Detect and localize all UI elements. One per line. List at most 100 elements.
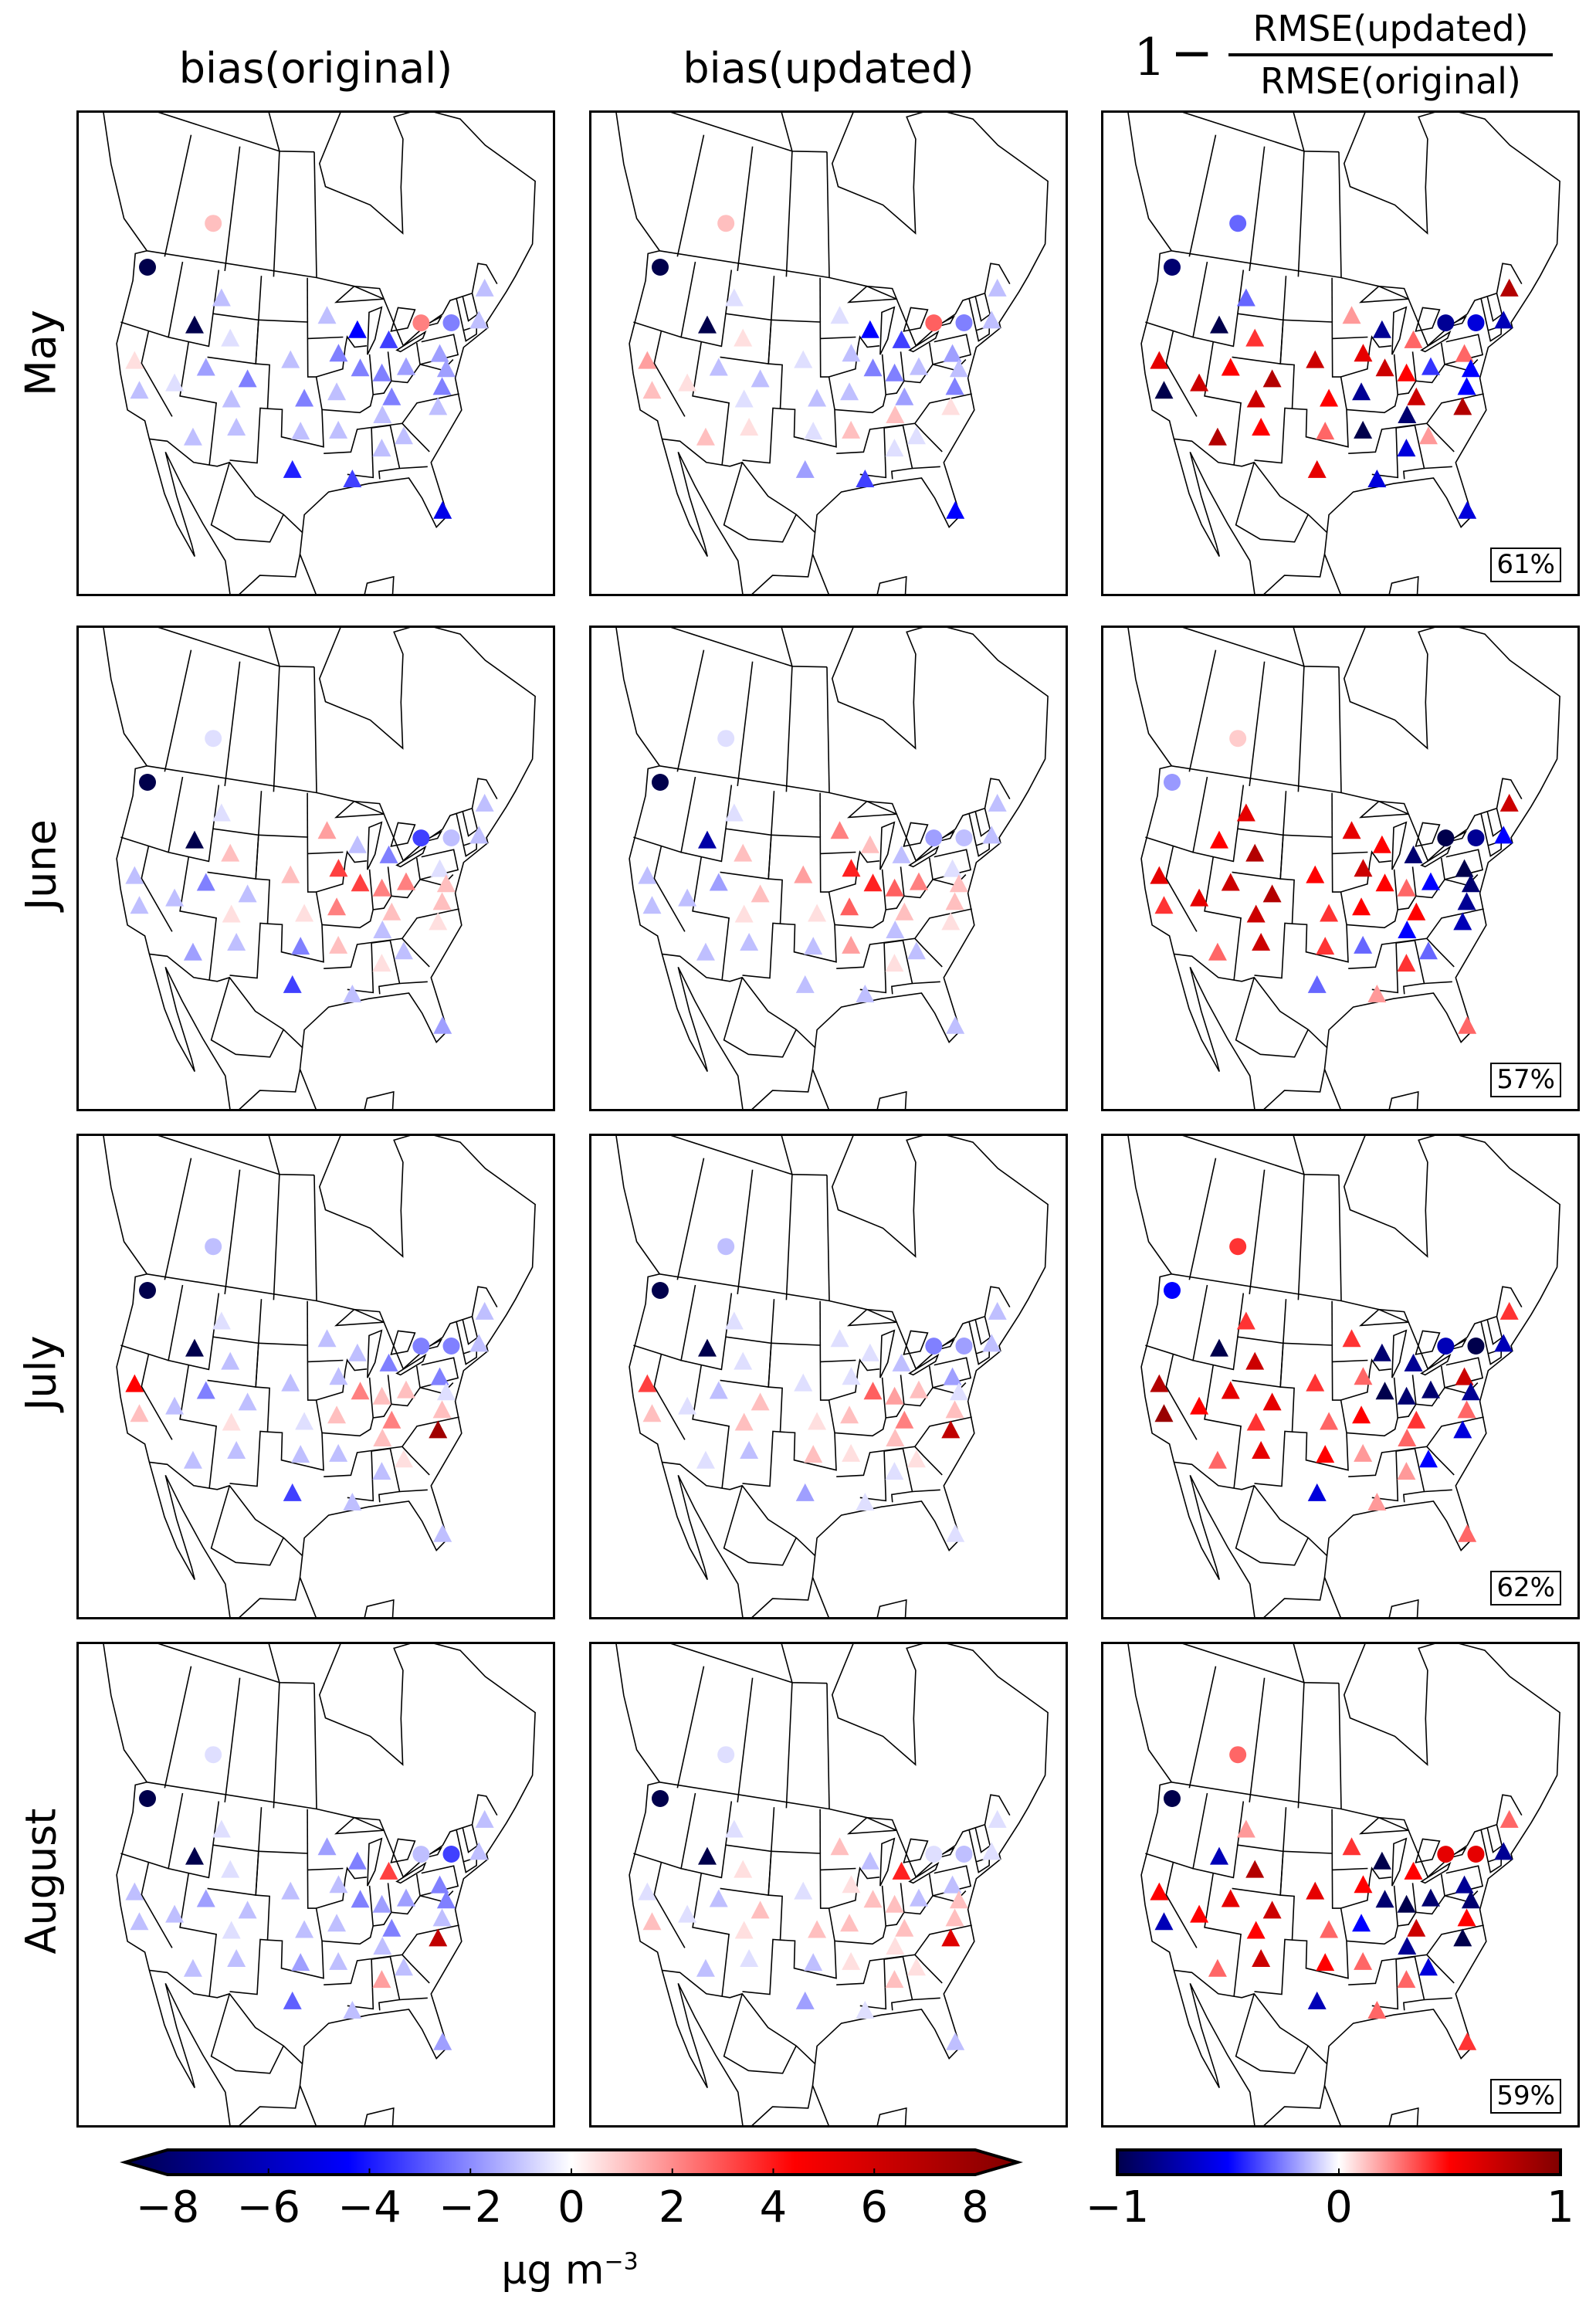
state-boundary	[826, 1175, 830, 1301]
state-boundary	[387, 1375, 392, 1405]
station-marker-triangle	[351, 358, 370, 377]
great-lake	[1445, 1338, 1468, 1351]
great-lake	[934, 830, 956, 843]
station-marker-triangle	[430, 1367, 449, 1385]
basemap	[1127, 626, 1560, 1111]
station-marker-triangle	[1453, 912, 1472, 931]
station-marker-triangle	[1342, 1329, 1361, 1348]
station-marker-triangle	[351, 1382, 370, 1400]
state-boundary	[692, 1365, 730, 1489]
station-marker-triangle	[283, 975, 302, 993]
station-marker-triangle	[130, 1912, 149, 1931]
state-boundary	[676, 134, 705, 257]
station-marker-triangle	[885, 439, 904, 457]
state-boundary	[1346, 342, 1445, 414]
great-lake	[334, 800, 385, 819]
station-marker-triangle	[351, 873, 370, 892]
state-boundary	[653, 1355, 686, 1440]
great-lake	[1359, 285, 1410, 303]
station-marker-triangle	[227, 1440, 246, 1459]
map-panel-august-bias-original	[76, 1642, 555, 2128]
station-marker-triangle	[185, 1846, 204, 1865]
station-marker-triangle	[327, 897, 347, 916]
bias-colorbar	[120, 2148, 1023, 2176]
station-marker-triangle	[1236, 1311, 1255, 1330]
station-marker-triangle	[1245, 1351, 1265, 1370]
state-boundary	[1292, 626, 1340, 668]
state-boundary	[1254, 1299, 1295, 1487]
state-boundary	[387, 1883, 392, 1913]
great-lake	[847, 1308, 898, 1327]
basemap	[615, 1134, 1049, 1619]
station-marker-triangle	[379, 1861, 398, 1880]
station-marker-triangle	[943, 859, 962, 877]
station-marker-triangle	[982, 1334, 1001, 1352]
us-mexico-border	[149, 953, 303, 1049]
station-marker-triangle	[1418, 941, 1438, 960]
state-boundary	[258, 1850, 324, 1979]
station-marker-triangle	[295, 388, 314, 407]
station-marker-circle	[955, 1845, 973, 1863]
station-marker-triangle	[1320, 1412, 1339, 1430]
station-marker-triangle	[1407, 1410, 1426, 1429]
station-marker-triangle	[1372, 1343, 1391, 1361]
state-boundary	[164, 134, 192, 257]
state-boundary	[1188, 1158, 1217, 1280]
state-boundary	[1261, 554, 1326, 596]
station-marker-triangle	[1208, 942, 1227, 961]
state-boundary	[368, 354, 374, 395]
station-marker-triangle	[329, 859, 348, 877]
station-marker-circle	[1229, 1746, 1247, 1764]
station-marker-triangle	[329, 420, 348, 439]
great-lake	[908, 330, 940, 353]
station-marker-triangle	[1457, 892, 1476, 910]
station-marker-triangle	[1407, 1918, 1426, 1937]
station-marker-triangle	[840, 1405, 859, 1424]
station-marker-triangle	[795, 975, 815, 993]
great-lake	[934, 1338, 956, 1351]
state-boundary	[1292, 1134, 1340, 1176]
state-boundary	[1204, 341, 1242, 466]
bias-tick-label: 8	[961, 2182, 989, 2233]
station-marker-triangle	[433, 2032, 452, 2050]
coastline	[615, 110, 1049, 596]
station-marker-triangle	[1458, 1015, 1477, 1034]
basemap	[615, 626, 1049, 1111]
station-marker-triangle	[1154, 1404, 1174, 1422]
station-marker-triangle	[638, 866, 657, 884]
state-boundary	[1235, 1485, 1309, 1566]
state-boundary	[368, 1885, 374, 1927]
state-boundary	[399, 466, 428, 470]
station-marker-triangle	[1150, 351, 1169, 369]
station-marker-triangle	[475, 793, 494, 812]
station-marker-triangle	[988, 793, 1007, 812]
state-boundary	[912, 466, 940, 470]
station-marker-circle	[925, 829, 943, 847]
state-boundary	[151, 1642, 280, 1683]
station-marker-triangle	[1154, 1912, 1174, 1931]
map-panel-august-bias-updated	[589, 1642, 1068, 2128]
map-svg	[615, 110, 1049, 596]
state-boundary	[347, 1955, 401, 2011]
basemap	[102, 110, 536, 596]
station-marker-triangle	[885, 1970, 904, 1989]
station-marker-triangle	[840, 382, 859, 401]
station-marker-triangle	[165, 373, 185, 392]
station-marker-triangle	[351, 1890, 370, 1908]
station-marker-triangle	[842, 344, 861, 362]
station-marker-triangle	[1397, 363, 1416, 381]
station-marker-triangle	[830, 821, 849, 839]
station-marker-triangle	[709, 1381, 728, 1399]
basemap	[1127, 1642, 1560, 2128]
station-marker-triangle	[1221, 873, 1240, 891]
state-boundary	[1297, 151, 1305, 277]
station-marker-circle	[955, 1337, 973, 1355]
title-denominator: RMSE(original)	[1260, 60, 1521, 102]
state-boundary	[1235, 462, 1309, 543]
map-svg	[1127, 110, 1560, 596]
station-marker-triangle	[1209, 830, 1228, 849]
state-boundary	[267, 1642, 315, 1684]
station-marker-triangle	[1352, 1914, 1371, 1932]
state-boundary	[859, 1955, 913, 2011]
station-marker-circle	[1437, 1338, 1455, 1355]
